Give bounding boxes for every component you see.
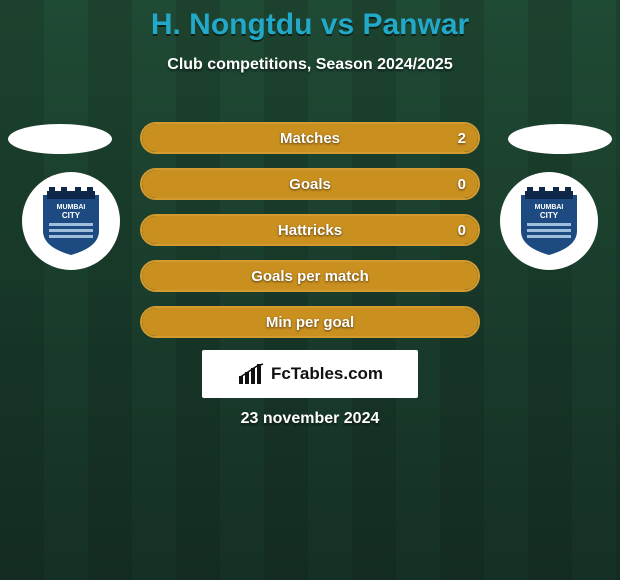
chart-icon [237,362,265,386]
branding-text: FcTables.com [271,364,383,384]
page-subtitle: Club competitions, Season 2024/2025 [0,56,620,74]
club-badge-left: MUMBAI CITY [22,172,120,270]
stat-fill-right [142,216,478,244]
svg-text:CITY: CITY [540,211,559,220]
stats-container: Matches2 Goals0 Hattricks0 Goals per match M… [140,122,480,352]
club-crest-icon: MUMBAI CITY [39,185,103,257]
stat-row: Goals0 [140,168,480,200]
svg-text:MUMBAI: MUMBAI [535,204,564,211]
page-title: H. Nongtdu vs Panwar [0,0,620,42]
stat-row: Hattricks0 [140,214,480,246]
stat-fill-right [142,124,478,152]
stat-fill-right [142,308,478,336]
branding-box: FcTables.com [202,350,418,398]
club-badge-right: MUMBAI CITY [500,172,598,270]
player-photo-left [8,124,112,154]
svg-text:MUMBAI: MUMBAI [57,204,86,211]
stat-row: Matches2 [140,122,480,154]
stat-fill-right [142,262,478,290]
svg-text:CITY: CITY [62,211,81,220]
stat-row: Min per goal [140,306,480,338]
stat-fill-right [142,170,478,198]
player-photo-right [508,124,612,154]
club-crest-icon: MUMBAI CITY [517,185,581,257]
date-text: 23 november 2024 [0,410,620,428]
stat-row: Goals per match [140,260,480,292]
